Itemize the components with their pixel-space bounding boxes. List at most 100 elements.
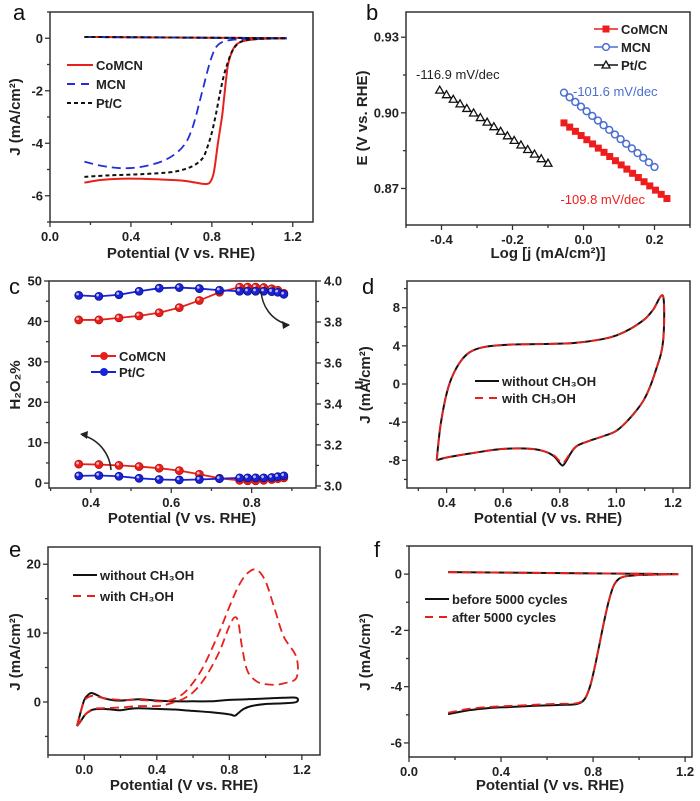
data-point (594, 144, 602, 152)
data-point-highlight (96, 461, 100, 465)
data-point-highlight (236, 288, 240, 292)
plot-frame (408, 545, 693, 758)
y-tick-label: 0 (393, 377, 400, 392)
y-tick-label: -4 (390, 679, 402, 694)
data-point (448, 93, 459, 103)
legend-label: MCN (96, 77, 126, 92)
panel-b-ylabel: E (V vs. RHE) (354, 70, 371, 165)
data-point-highlight (216, 476, 220, 479)
x-tick-label: -0.2 (501, 232, 523, 247)
x-tick-label: 1.0 (607, 495, 625, 510)
data-point (536, 153, 547, 163)
y-tick-label: 0 (35, 476, 42, 491)
data-point (571, 97, 580, 107)
arrowhead-icon (80, 431, 88, 439)
data-point-highlight (116, 292, 120, 295)
data-point (565, 93, 574, 102)
data-point (605, 125, 614, 134)
data-point (588, 111, 597, 121)
legend-label: CoMCN (96, 58, 143, 73)
legend: CoMCN MCN Pt/C (594, 22, 668, 73)
data-point-highlight (275, 474, 278, 477)
data-point (134, 462, 144, 471)
data-point (495, 125, 506, 135)
data-point (243, 473, 253, 483)
data-point (611, 157, 619, 165)
panel-b-tafel-plot: b -0.4 -0.2 0.0 0.2 0.87 0.90 0.93 -109.8 mV/de… (354, 0, 691, 262)
data-point (610, 130, 620, 139)
legend-label: before 5000 cycles (452, 592, 568, 607)
x-tick-label: 0.2 (645, 232, 663, 247)
y-tick-label: -6 (31, 188, 43, 203)
data-point-highlight (176, 284, 180, 288)
data-point-highlight (76, 292, 79, 296)
data-point (657, 190, 665, 198)
panel-b-letter: b (366, 0, 378, 25)
data-point (74, 315, 84, 325)
y-right-tick-label: 3.6 (324, 355, 342, 370)
data-point (566, 123, 574, 131)
legend: before 5000 cycles after 5000 cycles (425, 592, 568, 625)
data-point (502, 130, 513, 140)
data-point (634, 174, 642, 182)
y-tick-label: -4 (388, 415, 400, 430)
data-point-highlight (275, 289, 278, 293)
data-point (593, 116, 603, 125)
data-point (259, 473, 269, 483)
y-tick-label: 20 (28, 395, 42, 410)
x-tick-label: -0.4 (430, 232, 453, 247)
data-point-highlight (253, 284, 256, 288)
data-point-highlight (96, 472, 100, 476)
legend-label: CoMCN (119, 349, 166, 364)
legend-label: Pt/C (119, 365, 146, 380)
series-mcn (559, 88, 659, 172)
data-point (134, 286, 144, 296)
data-point-highlight (76, 317, 79, 321)
data-point (174, 303, 184, 313)
data-point (509, 135, 520, 145)
slope-annotation: -101.6 mV/dec (573, 84, 658, 99)
y-tick-label: 10 (27, 626, 41, 641)
data-point-highlight (76, 461, 79, 465)
data-point-highlight (76, 473, 79, 477)
y-tick-label: 0.87 (374, 181, 399, 196)
x-tick-label: 1.2 (293, 762, 311, 777)
data-point (243, 286, 253, 296)
data-point (515, 139, 527, 149)
panel-c-letter: c (9, 274, 20, 299)
data-point (194, 284, 204, 293)
legend-label: after 5000 cycles (452, 610, 556, 625)
panel-d-xlabel: Potential (V vs. RHE) (474, 510, 622, 527)
panel-b-xlabel: Log [j (mA/cm²)] (491, 245, 606, 262)
legend-marker (100, 352, 108, 360)
data-point-highlight (96, 317, 100, 321)
data-point-highlight (245, 288, 248, 292)
panel-e-plot: 0.0 0.4 0.8 1.2 20 10 0 without CH₃OH with CH₃OH (27, 546, 321, 777)
data-point (154, 463, 164, 473)
data-point (94, 315, 104, 325)
plot-frame (48, 280, 317, 489)
data-point (194, 475, 204, 484)
panel-f-ylabel: J (mA/cm²) (357, 613, 374, 691)
data-point (644, 158, 653, 167)
data-point (616, 134, 625, 144)
data-point (94, 291, 104, 301)
y-right-tick-label: 3.0 (324, 478, 342, 493)
data-point (651, 186, 659, 194)
data-point (582, 107, 591, 116)
data-point (542, 157, 554, 167)
data-point (74, 459, 84, 469)
data-point (235, 286, 244, 296)
panel-f-letter: f (374, 537, 381, 562)
data-point (154, 308, 164, 318)
series-ptc (434, 84, 554, 167)
data-point (194, 296, 204, 305)
data-point-highlight (261, 475, 264, 479)
data-point (251, 473, 261, 483)
data-point (74, 471, 84, 481)
data-point (601, 42, 611, 52)
y-tick-label: 0.93 (374, 30, 399, 45)
legend-label: MCN (621, 40, 651, 55)
